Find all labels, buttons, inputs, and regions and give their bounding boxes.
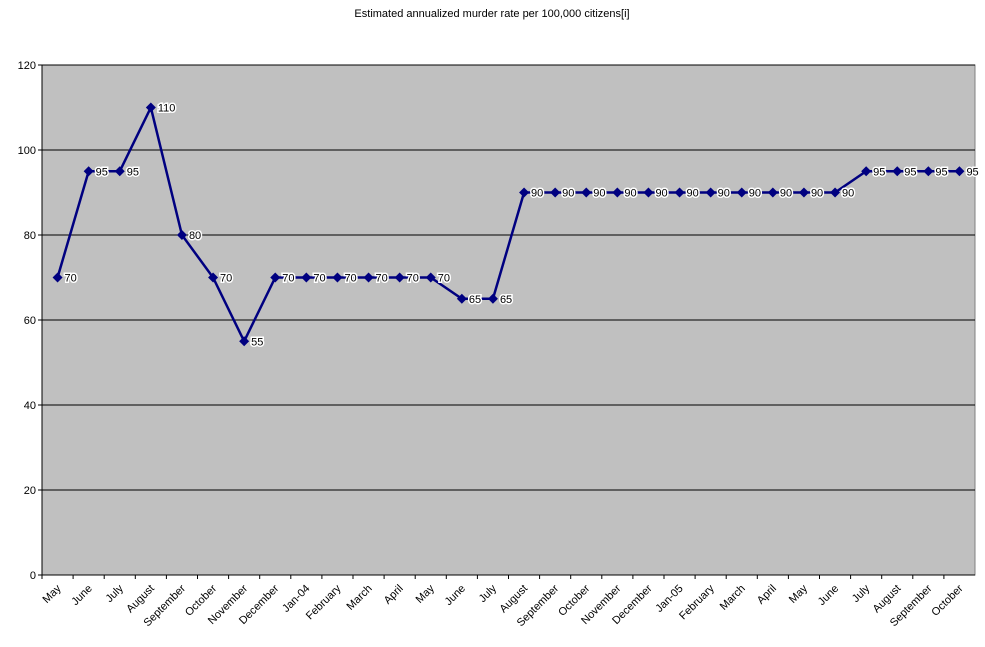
value-label: 110	[158, 103, 176, 115]
marker	[83, 166, 94, 177]
x-tick-label: June	[443, 583, 468, 608]
marker	[798, 187, 809, 198]
marker	[581, 187, 592, 198]
value-label: 90	[842, 188, 854, 200]
marker	[425, 272, 436, 283]
marker	[923, 166, 934, 177]
y-tick-label: 60	[24, 315, 36, 327]
marker	[643, 187, 654, 198]
marker	[394, 272, 405, 283]
value-label: 55	[251, 336, 263, 348]
value-label: 70	[376, 273, 388, 285]
value-label: 90	[624, 188, 636, 200]
x-tick-label: June	[816, 583, 841, 608]
y-tick-label: 0	[30, 570, 36, 582]
value-label: 70	[220, 273, 232, 285]
value-label: 70	[282, 273, 294, 285]
x-tick-label: April	[382, 583, 406, 607]
value-label: 90	[687, 188, 699, 200]
marker	[176, 230, 187, 240]
value-label: 90	[749, 188, 761, 200]
y-tick-label: 120	[18, 60, 36, 72]
marker	[52, 272, 63, 283]
marker	[705, 187, 716, 198]
marker	[363, 272, 374, 283]
value-label: 95	[935, 166, 947, 178]
y-tick-label: 20	[24, 485, 36, 497]
x-tick-label: April	[755, 583, 779, 607]
value-label: 70	[438, 273, 450, 285]
value-label: 95	[96, 166, 108, 178]
marker	[456, 293, 467, 304]
value-label: 95	[966, 166, 978, 178]
line	[56, 103, 960, 345]
x-tick-label: May	[40, 582, 64, 606]
marker	[954, 166, 965, 177]
y-tick-label: 100	[18, 145, 36, 157]
marker	[270, 272, 281, 283]
y-tick-label: 80	[24, 230, 36, 242]
marker	[736, 187, 747, 198]
value-label: 65	[469, 294, 481, 306]
value-label: 70	[65, 273, 77, 285]
marker	[487, 293, 498, 304]
value-label: 90	[718, 188, 730, 200]
value-label: 95	[904, 166, 916, 178]
marker	[145, 102, 156, 113]
marker	[830, 187, 841, 198]
value-label: 90	[593, 188, 605, 200]
y-tick-label: 40	[24, 400, 36, 412]
value-label: 90	[780, 188, 792, 200]
x-tick-label: May	[787, 582, 811, 606]
x-tick-label: July	[850, 582, 873, 605]
marker	[612, 187, 623, 198]
x-tick-label: February	[677, 582, 717, 622]
marker	[301, 272, 312, 283]
value-label: 95	[873, 166, 885, 178]
x-tick-label: May	[414, 582, 438, 606]
marker	[239, 336, 250, 347]
value-label: 65	[500, 294, 512, 306]
value-label: 70	[313, 273, 325, 285]
value-label: 90	[811, 188, 823, 200]
value-label: 90	[655, 188, 667, 200]
marker	[332, 272, 343, 283]
marker	[114, 166, 125, 177]
marker	[519, 187, 530, 198]
x-tick-label: June	[69, 583, 94, 608]
marker	[892, 166, 903, 177]
marker	[861, 166, 872, 177]
value-label: 80	[189, 230, 201, 242]
chart-title: Estimated annualized murder rate per 100…	[354, 8, 629, 20]
x-tick-label: March	[718, 583, 748, 613]
value-label: 70	[407, 273, 419, 285]
x-tick-label: February	[304, 582, 344, 622]
x-tick-label: July	[477, 582, 500, 605]
marker	[550, 187, 561, 198]
value-label: 90	[562, 188, 574, 200]
x-tick-label: March	[345, 583, 375, 613]
value-label: 90	[531, 188, 543, 200]
x-tick-label: July	[104, 582, 127, 605]
value-label: 70	[344, 273, 356, 285]
marker	[208, 272, 219, 283]
marker	[674, 187, 685, 198]
marker	[767, 187, 778, 198]
x-tick-label: October	[929, 582, 965, 618]
value-label: 95	[127, 166, 139, 178]
